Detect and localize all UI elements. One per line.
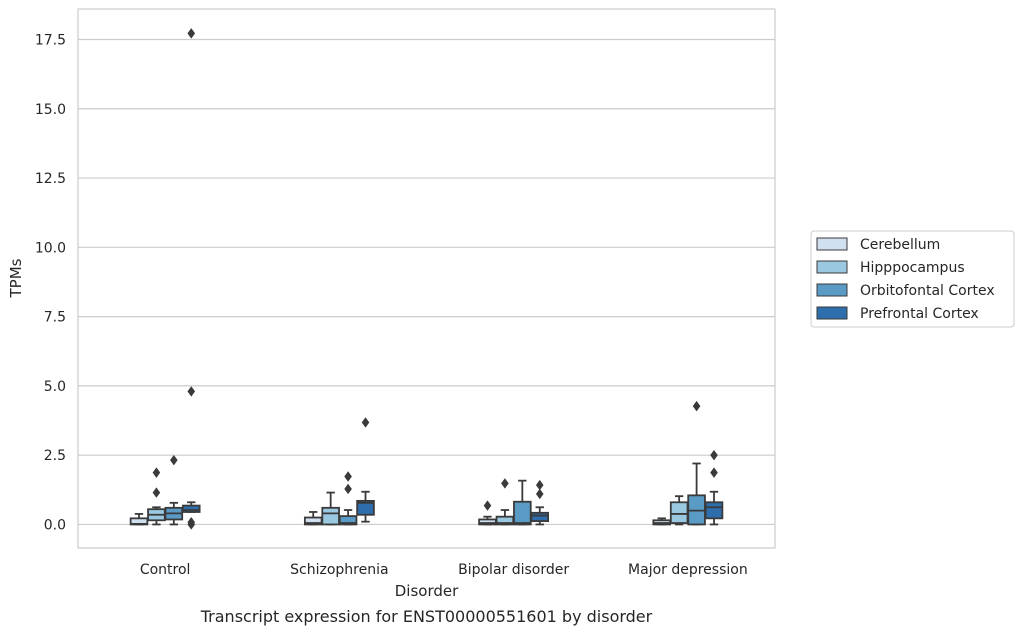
outlier-point	[187, 28, 196, 39]
legend-label: Prefrontal Cortex	[860, 306, 979, 322]
outlier-point	[152, 487, 161, 498]
y-tick-label: 7.5	[44, 310, 66, 326]
box-orbitofontal-cortex	[513, 479, 532, 526]
legend-swatch	[816, 260, 848, 274]
legend-label: Cerebellum	[860, 237, 940, 253]
y-tick-label: 5.0	[44, 379, 66, 395]
legend-swatch	[816, 237, 848, 251]
box-body	[704, 501, 724, 520]
box-prefrontal-cortex	[356, 417, 375, 523]
box-cerebellum	[478, 500, 497, 526]
legend-label: Hipppocampus	[860, 260, 965, 276]
plot-frame	[77, 8, 776, 549]
chart-caption: Transcript expression for ENST0000055160…	[200, 607, 653, 626]
y-axis-title: TPMs	[7, 258, 25, 298]
x-tick-label: Bipolar disorder	[458, 562, 569, 578]
box-orbitofontal-cortex	[338, 471, 358, 526]
box-prefrontal-cortex	[704, 449, 724, 526]
outlier-point	[170, 454, 178, 466]
x-tick-labels: Control Schizophrenia Bipolar disorder Majo…	[140, 562, 748, 578]
x-tick-label: Control	[140, 562, 191, 578]
y-tick-label: 2.5	[44, 448, 66, 464]
outlier-point	[535, 488, 544, 500]
y-tick-label: 17.5	[35, 32, 66, 48]
y-tick-label: 15.0	[35, 102, 66, 118]
legend: Cerebellum Hipppocampus Orbitofontal Corte…	[810, 230, 1015, 328]
box-body	[181, 504, 201, 513]
outlier-point	[710, 449, 718, 461]
outlier-point	[692, 400, 701, 412]
box-body	[338, 515, 358, 526]
y-tick-label: 10.0	[35, 240, 66, 256]
outlier-point	[344, 471, 352, 482]
outlier-point	[344, 483, 352, 495]
grid-lines	[78, 38, 775, 526]
legend-swatch	[816, 283, 848, 297]
y-tick-label: 0.0	[44, 517, 66, 533]
box-hipppocampus	[669, 495, 689, 526]
x-axis-title: Disorder	[395, 582, 459, 600]
box-cerebellum	[652, 517, 672, 526]
box-series	[129, 28, 724, 530]
x-tick-label: Schizophrenia	[290, 562, 388, 578]
box-orbitofontal-cortex	[164, 454, 184, 526]
x-tick-label: Major depression	[628, 562, 748, 578]
legend-label: Orbitofontal Cortex	[860, 283, 995, 299]
outlier-point	[483, 500, 492, 511]
box-orbitofontal-cortex	[687, 400, 706, 526]
outlier-point	[501, 478, 509, 489]
box-cerebellum	[303, 511, 323, 526]
legend-swatch	[816, 306, 848, 320]
outlier-point	[187, 519, 196, 530]
outlier-point	[187, 386, 196, 397]
box-body	[513, 500, 532, 526]
box-cerebellum	[129, 513, 149, 526]
box-prefrontal-cortex	[530, 479, 550, 526]
outlier-point	[535, 479, 544, 491]
outlier-point	[152, 467, 161, 478]
y-tick-labels: 0.0 2.5 5.0 7.5 10.0 12.5 15.0 17.5	[35, 32, 66, 533]
outlier-point	[710, 467, 718, 478]
legend-frame	[810, 230, 1015, 328]
box-body	[669, 501, 689, 524]
box-hipppocampus	[495, 478, 515, 526]
box-hipppocampus	[321, 491, 340, 526]
y-tick-label: 12.5	[35, 171, 66, 187]
box-body	[356, 499, 375, 516]
box-prefrontal-cortex	[181, 28, 201, 530]
box-body	[321, 506, 340, 526]
box-hipppocampus	[147, 467, 166, 526]
outlier-point	[361, 417, 370, 428]
box-body	[530, 511, 550, 523]
